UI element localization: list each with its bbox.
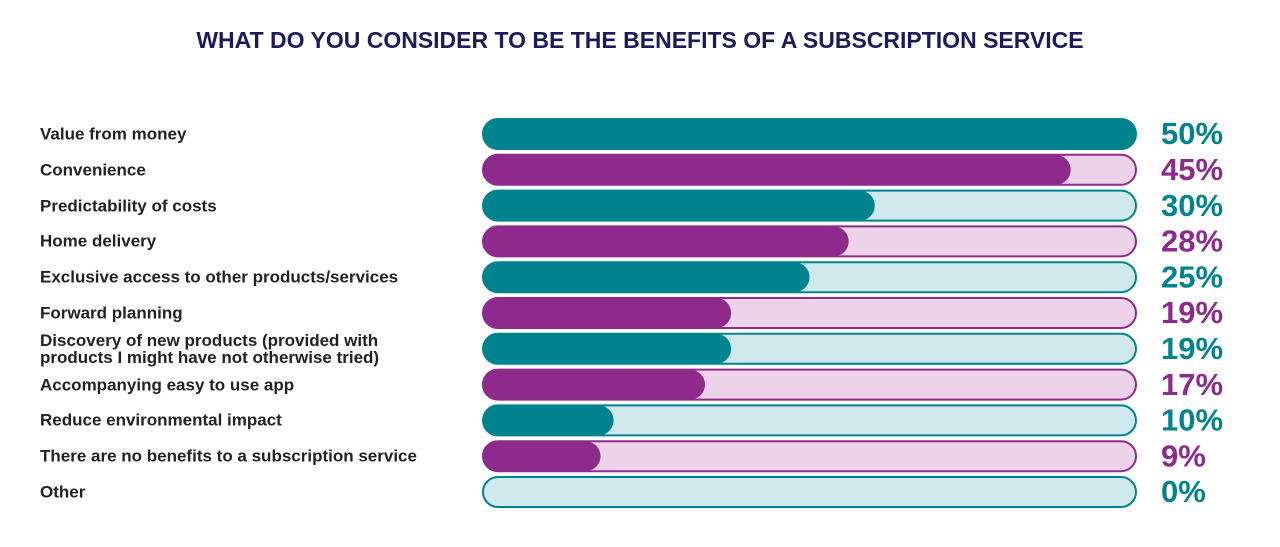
category-label: Discovery of new products (provided with… — [40, 330, 380, 367]
category-label: Reduce environmental impact — [40, 410, 282, 430]
bar-track — [482, 476, 1137, 508]
bar — [483, 369, 706, 400]
bar — [483, 405, 614, 436]
value-label: 25% — [1161, 259, 1223, 294]
category-label: Exclusive access to other products/servi… — [40, 267, 399, 287]
bar — [483, 226, 849, 257]
category-label: Other — [40, 482, 86, 502]
bar — [483, 119, 1136, 149]
category-label: Value from money — [40, 124, 187, 144]
value-label: 28% — [1161, 224, 1223, 259]
bar — [483, 154, 1071, 185]
bar — [483, 441, 601, 472]
value-label: 30% — [1161, 188, 1223, 223]
category-label: Forward planning — [40, 303, 183, 323]
category-label: Accompanying easy to use app — [40, 375, 295, 395]
bar — [483, 262, 810, 293]
chart-title: WHAT DO YOU CONSIDER TO BE THE BENEFITS … — [196, 27, 1083, 53]
category-label: Home delivery — [40, 231, 157, 251]
value-label: 50% — [1161, 116, 1223, 151]
bar — [483, 190, 875, 221]
value-label: 0% — [1161, 474, 1206, 509]
value-label: 10% — [1161, 403, 1223, 438]
value-label: 17% — [1161, 367, 1223, 402]
category-label: Predictability of costs — [40, 196, 217, 216]
value-label: 19% — [1161, 295, 1223, 330]
category-label: There are no benefits to a subscription … — [40, 446, 417, 466]
bar — [483, 298, 732, 328]
value-label: 9% — [1161, 438, 1206, 473]
category-label: Convenience — [40, 160, 146, 180]
value-label: 19% — [1161, 331, 1223, 366]
value-label: 45% — [1161, 152, 1223, 187]
bar — [483, 333, 732, 364]
